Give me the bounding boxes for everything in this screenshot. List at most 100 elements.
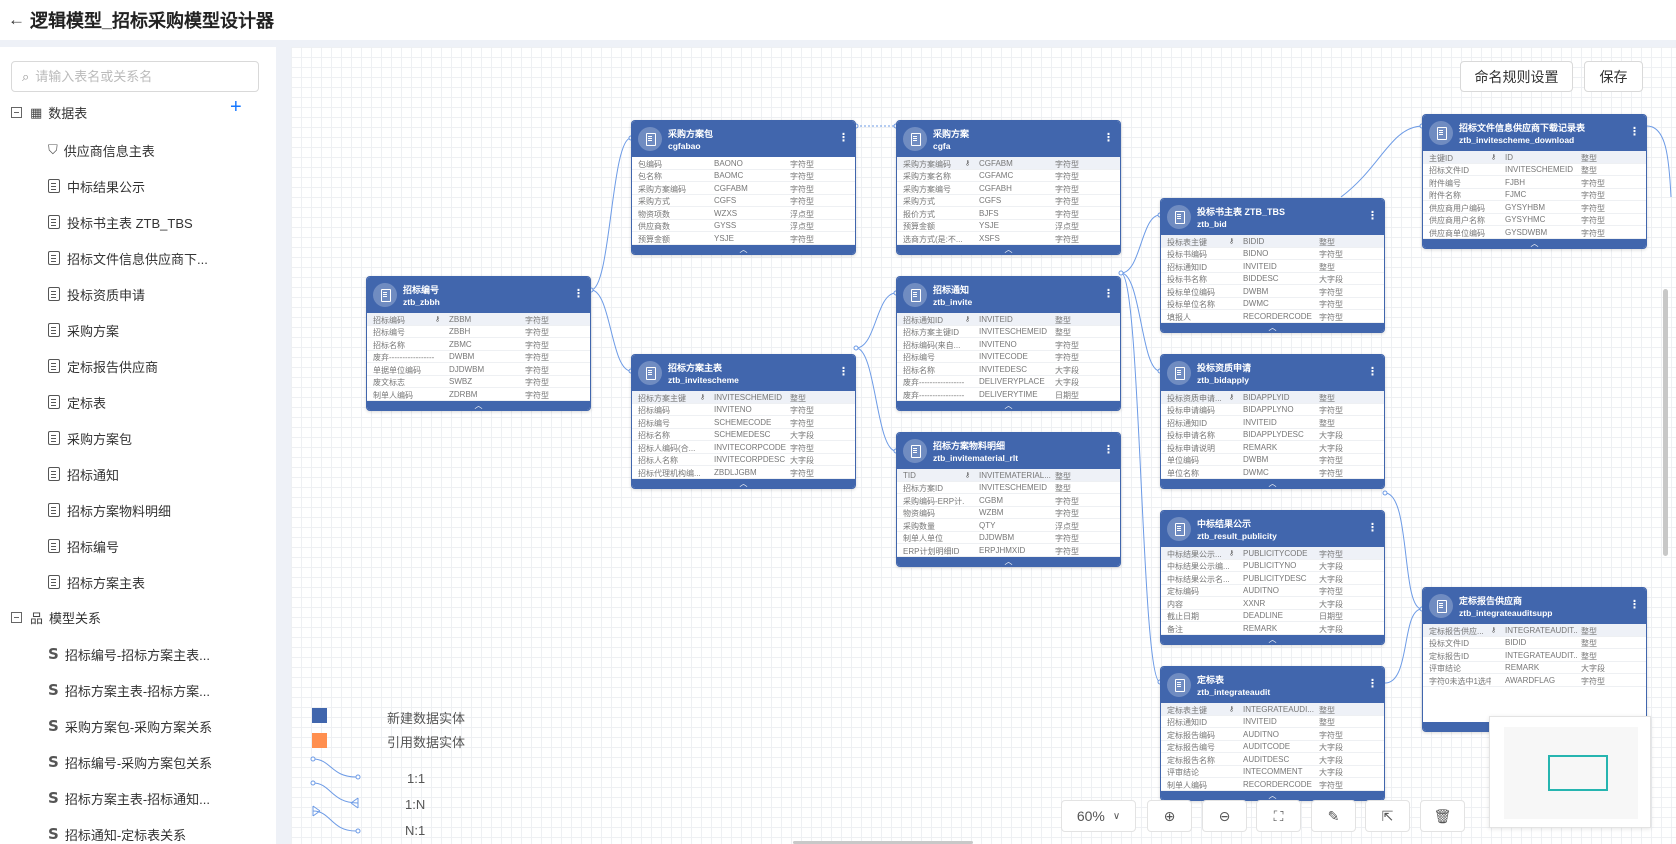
sidebar-table-item[interactable]: 定标报告供应商 — [48, 355, 158, 377]
field-row[interactable]: 定标报告供应... ⚷ INTEGRATEAUDIT... 整型 — [1423, 624, 1646, 637]
field-row[interactable]: 招标编码 INVITENO 字符型 — [632, 404, 855, 416]
field-row[interactable]: 投标申请名称 BIDAPPLYDESC 大字段 — [1161, 429, 1384, 441]
more-menu-icon[interactable]: ⋮ — [1103, 288, 1114, 300]
collapse-toggle[interactable]: ︿ — [632, 244, 855, 254]
field-row[interactable]: 投标资质申请... ⚷ BIDAPPLYID 整型 — [1161, 391, 1384, 404]
more-menu-icon[interactable]: ⋮ — [1367, 210, 1378, 222]
field-row[interactable]: 废弃-----------------... DWBM 字符型 — [367, 351, 590, 363]
field-row[interactable]: 单位名称 DWMC 字符型 — [1161, 466, 1384, 479]
field-row[interactable]: 招标通知ID INVITEID 整型 — [1161, 416, 1384, 429]
arrow-left-icon[interactable]: ← — [8, 10, 25, 29]
field-row[interactable]: 截止日期 DEADLINE 日期型 — [1161, 610, 1384, 622]
entity-card[interactable]: 投标资质申请 ztb_bidapply ⋮ 投标资质申请... ⚷ BIDAPPLYID 整… — [1160, 354, 1385, 489]
field-row[interactable]: 投标书编码 BIDNO 字符型 — [1161, 248, 1384, 260]
field-row[interactable]: 废弃-----------------... DELIVERYTIME 日期型 — [897, 388, 1120, 401]
field-row[interactable]: 供应商用户编码 GYSYHBM 字符型 — [1423, 201, 1646, 214]
field-row[interactable]: 预算金额 YSJE 浮点型 — [897, 220, 1120, 232]
field-row[interactable]: 招标方案ID INVITESCHEMEID 整型 — [897, 482, 1120, 494]
entity-card[interactable]: 招标编号 ztb_zbbh ⋮ 招标编码 ⚷ ZBBM 字符型 招标编号 ZBBH 字符型 招标名称… — [366, 276, 591, 411]
format-brush-button[interactable]: ✎ — [1311, 800, 1356, 832]
sidebar-relation-item[interactable]: S 招标编号-招标方案主表... — [48, 643, 210, 665]
field-row[interactable]: 定标编码 AUDITNO 字符型 — [1161, 585, 1384, 597]
field-row[interactable]: 采购方案编号 CGFABH 字符型 — [897, 182, 1120, 195]
field-row[interactable]: 附件编号 FJBH 字符型 — [1423, 176, 1646, 189]
field-row[interactable]: 招标人名称 INVITECORPDESC 大字段 — [632, 454, 855, 466]
field-row[interactable]: 招标编号 SCHEMECODE 字符型 — [632, 416, 855, 429]
entity-card[interactable]: 采购方案包 cgfabao ⋮ 包编码 BAONO 字符型 包名称 BAOMC 字符型 采购方案编… — [631, 120, 856, 255]
field-row[interactable]: 招标名称 INVITEDESC 大字段 — [897, 363, 1120, 376]
more-menu-icon[interactable]: ⋮ — [1367, 522, 1378, 534]
entity-card[interactable]: 投标书主表 ZTB_TBS ztb_bid ⋮ 投标表主键 ⚷ BIDID 整型 投标书编码 B… — [1160, 198, 1385, 333]
field-row[interactable]: 招标人编码(合... INVITECORPCODE 字符型 — [632, 441, 855, 454]
field-row[interactable]: 采购方式 CGFS 字符型 — [897, 195, 1120, 207]
collapse-toggle[interactable]: ︿ — [897, 400, 1120, 410]
sidebar-table-item[interactable]: 投标书主表 ZTB_TBS — [48, 211, 193, 233]
field-row[interactable]: 招标编码(来自... INVITENO 字符型 — [897, 338, 1120, 351]
field-row[interactable]: 投标文件ID BIDID 整型 — [1423, 637, 1646, 649]
field-row[interactable]: 定标报告名称 AUDITDESC 大字段 — [1161, 753, 1384, 766]
tree-group-tables[interactable]: ▦ 数据表 — [11, 103, 87, 122]
field-row[interactable]: 物资项数 WZXS 浮点型 — [632, 207, 855, 220]
field-row[interactable]: 包名称 BAOMC 字符型 — [632, 170, 855, 182]
zoom-in-button[interactable]: ⊕ — [1147, 800, 1192, 832]
field-row[interactable]: 选商方式(是:不... XSFS 字符型 — [897, 232, 1120, 245]
entity-card[interactable]: 招标方案主表 ztb_invitescheme ⋮ 招标方案主键 ⚷ INVITESCHE… — [631, 354, 856, 489]
more-menu-icon[interactable]: ⋮ — [1629, 599, 1640, 611]
field-row[interactable]: 包编码 BAONO 字符型 — [632, 157, 855, 170]
entity-card[interactable]: 招标文件信息供应商下载记录表 ztb_invitescheme_download ⋮… — [1422, 114, 1647, 249]
entity-header[interactable]: 招标方案物料明细 ztb_invitematerial_rlt ⋮ — [897, 433, 1120, 469]
field-row[interactable]: 评审结论 INTECOMMENT 大字段 — [1161, 766, 1384, 778]
field-row[interactable]: 制单人单位 DJDWBM 字符型 — [897, 532, 1120, 544]
field-row[interactable]: 招标编码 ⚷ ZBBM 字符型 — [367, 313, 590, 326]
sidebar-table-item[interactable]: 投标资质申请 — [48, 283, 145, 305]
entity-header[interactable]: 投标资质申请 ztb_bidapply ⋮ — [1161, 355, 1384, 391]
collapse-toggle[interactable]: ︿ — [1161, 322, 1384, 332]
field-row[interactable]: 中标结果公示... ⚷ PUBLICITYCODE 字符型 — [1161, 547, 1384, 560]
field-row[interactable]: 定标报告编码 AUDITNO 字符型 — [1161, 728, 1384, 741]
collapse-toggle[interactable]: ︿ — [367, 400, 590, 410]
collapse-toggle[interactable]: ︿ — [897, 244, 1120, 254]
sidebar-table-item[interactable]: ⛉ 供应商信息主表 — [48, 139, 155, 161]
field-row[interactable]: 投标单位名称 DWMC 字符型 — [1161, 298, 1384, 310]
search-input[interactable] — [35, 69, 236, 84]
field-row[interactable]: 投标书名称 BIDDESC 大字段 — [1161, 273, 1384, 285]
field-row[interactable]: 中标结果公示名... PUBLICITYDESC 大字段 — [1161, 572, 1384, 585]
sidebar-relation-item[interactable]: S 招标通知-定标表关系 — [48, 823, 186, 844]
field-row[interactable]: 供应商数 GYSS 浮点型 — [632, 220, 855, 232]
collapse-toggle[interactable]: ︿ — [1161, 478, 1384, 488]
minimap[interactable] — [1489, 716, 1651, 828]
field-row[interactable]: 主键ID ⚷ ID 整型 — [1423, 151, 1646, 164]
field-row[interactable]: 采购方案编码 CGFABM 字符型 — [632, 182, 855, 195]
delete-button[interactable]: 🗑 — [1420, 800, 1465, 832]
field-row[interactable]: 采购方式 CGFS 字符型 — [632, 195, 855, 207]
field-row[interactable]: 供应商单位编码 GYSDWBM 字符型 — [1423, 226, 1646, 239]
sidebar-table-item[interactable]: 招标方案物料明细 — [48, 499, 171, 521]
sidebar-table-item[interactable]: 招标编号 — [48, 535, 119, 557]
fit-screen-button[interactable]: ⛶ — [1256, 800, 1301, 832]
save-button[interactable]: 保存 — [1584, 61, 1643, 92]
field-row[interactable]: 招标通知ID INVITEID 整型 — [1161, 260, 1384, 273]
field-row[interactable]: 废弃-----------------... DELIVERYPLACE 大字段 — [897, 376, 1120, 388]
field-row[interactable]: 招标通知ID INVITEID 整型 — [1161, 716, 1384, 728]
more-menu-icon[interactable]: ⋮ — [838, 132, 849, 144]
sidebar-relation-item[interactable]: S 采购方案包-采购方案关系 — [48, 715, 212, 737]
sidebar-table-item[interactable]: 采购方案 — [48, 319, 119, 341]
field-row[interactable]: 投标申请编码 BIDAPPLYNO 字符型 — [1161, 404, 1384, 416]
minimap-viewport[interactable] — [1548, 755, 1608, 791]
more-menu-icon[interactable]: ⋮ — [1629, 126, 1640, 138]
entity-header[interactable]: 定标报告供应商 ztb_integrateauditsupp ⋮ — [1423, 588, 1646, 624]
field-row[interactable]: 投标单位编码 DWBM 字符型 — [1161, 285, 1384, 298]
more-menu-icon[interactable]: ⋮ — [573, 288, 584, 300]
sidebar-table-item[interactable]: 招标方案主表 — [48, 571, 145, 593]
field-row[interactable]: 单位编码 DWBM 字符型 — [1161, 454, 1384, 466]
collapse-toggle[interactable]: ︿ — [897, 556, 1120, 566]
sidebar-relation-item[interactable]: S 招标编号-采购方案包关系 — [48, 751, 212, 773]
sidebar-table-item[interactable]: 采购方案包 — [48, 427, 132, 449]
field-row[interactable]: 招标方案主键 ⚷ INVITESCHEMEID 整型 — [632, 391, 855, 404]
field-row[interactable]: 填报人 RECORDERCODE 字符型 — [1161, 310, 1384, 323]
entity-header[interactable]: 招标通知 ztb_invite ⋮ — [897, 277, 1120, 313]
field-row[interactable]: 招标通知ID ⚷ INVITEID 整型 — [897, 313, 1120, 326]
field-row[interactable]: 投标表主键 ⚷ BIDID 整型 — [1161, 235, 1384, 248]
zoom-out-button[interactable]: ⊖ — [1202, 800, 1247, 832]
field-row[interactable]: 预算金额 YSJE 字符型 — [632, 232, 855, 245]
